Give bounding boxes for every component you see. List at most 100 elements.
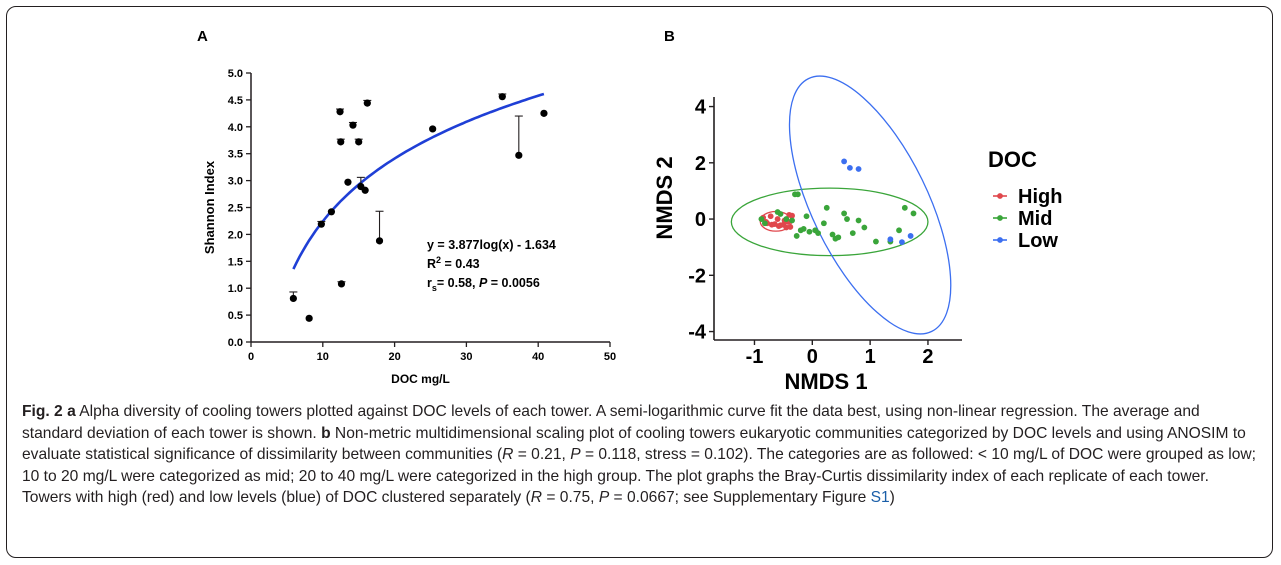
y-tick-label: 3.5 [228,149,243,161]
data-point [515,151,523,159]
x-tick-label: 20 [388,351,400,363]
point-mid [758,216,765,222]
y-tick-label: 0.0 [228,337,243,349]
data-point [375,237,384,245]
point-mid [794,191,801,198]
y-tick-label: 0 [695,209,706,231]
data-point [289,294,297,303]
point-mid [849,230,856,237]
x-tick-label: 50 [604,351,616,363]
panel-b-chart: -1 0 1 2 -4 -2 0 2 4 NMDS 1 NMDS 2 [652,75,962,394]
x-tick-label: -1 [746,346,764,368]
point-high [786,211,793,218]
data-point [317,220,325,228]
y-tick-label: 1.0 [228,283,243,295]
ellipse-mid [730,187,929,257]
point-low [907,233,914,239]
x-tick-label: 40 [532,351,544,363]
point-mid [783,216,790,222]
legend-marker-low [997,237,1003,243]
x-tick-label: 2 [922,346,933,368]
data-point [429,125,437,133]
legend-label-mid: Mid [1018,208,1052,230]
y-tick-label: 4.5 [228,95,243,107]
legend-label-high: High [1018,186,1062,208]
y-tick-label: 1.5 [228,256,243,268]
x-tick-label: 30 [460,351,472,363]
data-point [327,208,336,216]
y-tick-label: 5.0 [228,68,243,80]
data-point [498,93,506,101]
point-mid [761,220,768,227]
data-point [540,109,548,117]
data-point [337,280,346,288]
point-mid [873,238,879,245]
y-tick-label: -2 [688,265,706,287]
x-axis-title: NMDS 1 [784,369,867,394]
legend-label-low: Low [1018,230,1058,252]
point-mid [777,211,784,217]
y-tick-label: 4.0 [228,122,243,134]
figure-caption: Fig. 2 a Alpha diversity of cooling towe… [22,403,1256,506]
point-mid [844,216,850,222]
point-mid [910,210,917,217]
data-point [336,108,344,116]
point-mid [823,204,830,211]
data-point [363,99,371,107]
x-tick-label: 1 [865,346,876,368]
data-point [344,178,352,186]
y-tick-label: 2.5 [228,203,243,215]
legend-title: DOC [988,147,1037,172]
point-low [899,239,905,246]
y-tick-label: 4 [695,97,707,119]
data-point [361,186,369,194]
point-high [767,213,774,220]
y-axis-title: NMDS 2 [652,156,677,239]
y-tick-label: -4 [688,322,707,344]
point-mid [806,228,813,235]
point-low [855,166,862,172]
y-tick-label: 3.0 [228,176,243,188]
y-tick-label: 2 [695,153,706,175]
fit-curve [292,92,545,270]
legend-marker-mid [997,215,1003,221]
point-high [774,216,781,222]
data-point [355,138,363,146]
legend-marker-high [997,193,1003,199]
panel-label-a: A [197,28,208,45]
y-tick-label: 2.0 [228,229,243,241]
supplementary-link[interactable]: S1 [870,489,890,506]
point-mid [896,227,902,234]
point-mid [800,226,807,232]
point-mid [835,234,842,241]
point-mid [901,204,908,211]
fit-equation: y = 3.877log(x) - 1.634 [427,238,556,252]
point-mid [841,210,848,217]
x-axis-title: DOC mg/L [391,372,450,386]
x-tick-label: 0 [807,346,818,368]
point-high [787,224,794,230]
spearman-stat: rs= 0.58, P = 0.0056 [427,276,540,293]
figure-charts: A 0 10 20 30 40 500.00.51.01.52.02.53.03.54.0… [197,28,1062,394]
point-mid [855,217,862,224]
point-mid [820,220,827,227]
data-point [337,138,345,146]
point-mid [793,233,800,239]
data-point [305,314,313,322]
point-low [841,158,848,165]
point-low [887,236,894,243]
point-mid [815,230,821,237]
r-squared: R2 = 0.43 [427,255,480,271]
data-point [349,121,357,129]
panel-a-annotation: y = 3.877log(x) - 1.634 R2 = 0.43 rs= 0.… [427,238,556,293]
point-mid [789,217,795,224]
point-mid [861,224,868,231]
point-low [846,164,853,171]
point-mid [803,213,810,220]
x-tick-label: 0 [248,351,254,363]
y-axis-title: Shannon Index [202,160,217,254]
panel-a-chart: 0 10 20 30 40 50 0.0 0.5 1.0 1.5 2.0 2.5 3.0 3.5 4.0 4.… [202,68,616,386]
ellipse-low [788,75,952,335]
figure-frame [6,6,1273,558]
